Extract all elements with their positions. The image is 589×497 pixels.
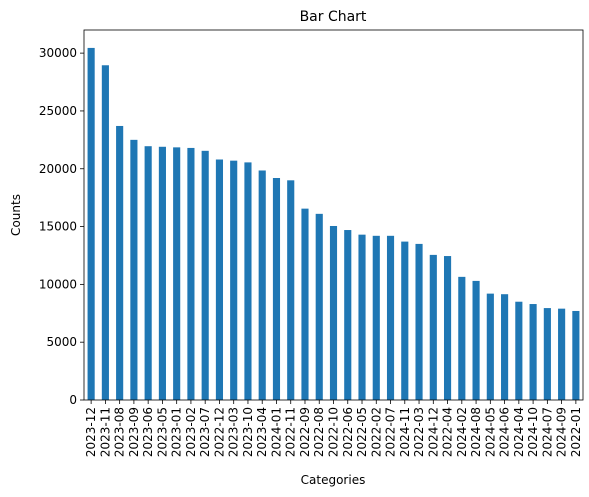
- x-tick-label: 2023-12: [84, 407, 98, 457]
- bar: [329, 225, 338, 400]
- x-tick-label: 2023-11: [98, 407, 112, 457]
- x-tick-label: 2024-12: [426, 407, 440, 457]
- bar: [458, 276, 466, 400]
- bar: [215, 159, 224, 400]
- bar: [244, 162, 252, 400]
- x-tick-label: 2024-09: [555, 407, 569, 457]
- bar: [187, 147, 195, 400]
- bar: [130, 139, 138, 400]
- x-tick-label: 2023-10: [241, 407, 255, 457]
- bar: [230, 160, 238, 400]
- bar: [529, 304, 537, 400]
- bar: [401, 241, 409, 400]
- bar: [272, 178, 281, 400]
- x-tick-label: 2024-02: [455, 407, 469, 457]
- x-tick-label: 2024-05: [483, 407, 497, 457]
- x-tick-label: 2024-04: [512, 407, 526, 457]
- x-tick-label: 2022-05: [355, 407, 369, 457]
- y-tick-label: 30000: [39, 46, 77, 60]
- bar: [287, 180, 295, 400]
- bar: [515, 301, 523, 400]
- x-tick-label: 2022-06: [341, 407, 355, 457]
- plot-frame: [83, 29, 584, 401]
- bar: [258, 170, 266, 400]
- x-tick-label: 2023-04: [255, 407, 269, 457]
- x-tick-label: 2022-04: [441, 407, 455, 457]
- x-tick-label: 2022-11: [284, 407, 298, 457]
- bar: [116, 125, 124, 400]
- bar: [344, 230, 352, 400]
- x-tick-label: 2023-03: [227, 407, 241, 457]
- bar: [443, 256, 452, 400]
- bar: [301, 208, 309, 400]
- bar: [472, 280, 480, 400]
- x-tick-label: 2023-06: [141, 407, 155, 457]
- x-tick-label: 2022-08: [312, 407, 326, 457]
- x-tick-label: 2024-06: [498, 407, 512, 457]
- bar: [558, 308, 566, 400]
- bar: [101, 65, 109, 400]
- bar: [415, 243, 423, 400]
- x-tick-label: 2024-11: [398, 407, 412, 457]
- bar: [201, 150, 209, 400]
- bar: [429, 254, 437, 400]
- x-tick-label: 2024-10: [526, 407, 540, 457]
- x-tick-label: 2023-02: [184, 407, 198, 457]
- x-tick-label: 2022-10: [327, 407, 341, 457]
- x-tick-label: 2023-09: [127, 407, 141, 457]
- x-tick-label: 2022-01: [569, 407, 583, 457]
- bar: [572, 310, 580, 400]
- bar: [173, 147, 181, 400]
- bar: [87, 47, 95, 400]
- x-tick-label: 2023-08: [113, 407, 127, 457]
- x-tick-label: 2024-01: [269, 407, 283, 457]
- y-tick-label: 20000: [39, 162, 77, 176]
- y-tick-label: 10000: [39, 277, 77, 291]
- bar: [543, 308, 551, 400]
- y-axis-label: Counts: [9, 194, 23, 236]
- bar: [144, 146, 152, 400]
- x-tick-label: 2022-09: [298, 407, 312, 457]
- bar: [158, 146, 166, 400]
- y-tick-label: 15000: [39, 220, 77, 234]
- bar: [358, 234, 366, 400]
- x-tick-label: 2023-01: [170, 407, 184, 457]
- bar: [486, 293, 494, 400]
- y-tick-label: 25000: [39, 104, 77, 118]
- bar: [386, 235, 395, 400]
- x-tick-label: 2023-05: [155, 407, 169, 457]
- x-tick-label: 2022-12: [212, 407, 226, 457]
- x-tick-label: 2022-03: [412, 407, 426, 457]
- bar: [372, 235, 380, 400]
- y-tick-label: 5000: [46, 335, 77, 349]
- x-tick-label: 2022-02: [369, 407, 383, 457]
- y-tick-label: 0: [69, 393, 77, 407]
- x-tick-label: 2023-07: [198, 407, 212, 457]
- x-axis-label: Categories: [301, 473, 366, 487]
- bar: [501, 294, 509, 400]
- bar: [315, 213, 323, 400]
- x-tick-label: 2024-07: [540, 407, 554, 457]
- chart-title: Bar Chart: [300, 9, 367, 25]
- x-tick-label: 2022-07: [384, 407, 398, 457]
- x-tick-label: 2024-08: [469, 407, 483, 457]
